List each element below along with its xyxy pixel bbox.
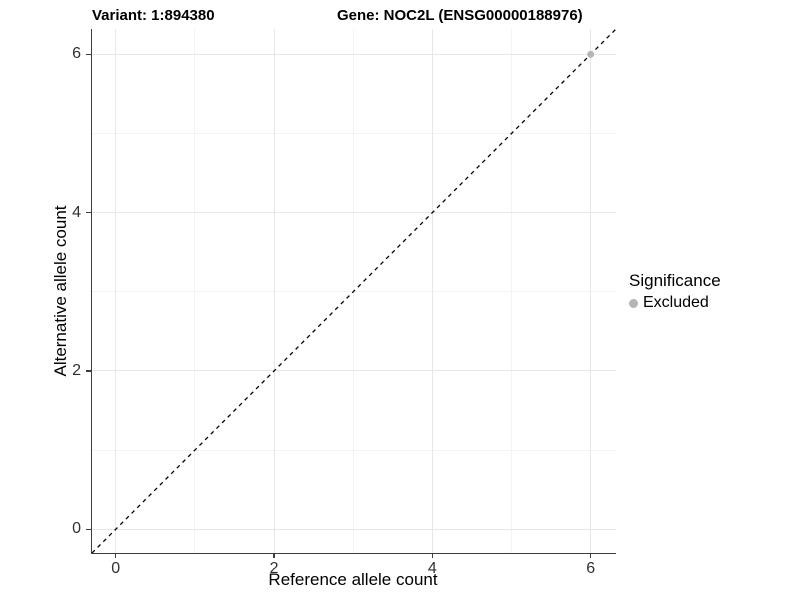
major-gridline-y	[92, 53, 616, 55]
legend-title: Significance	[629, 271, 721, 290]
x-axis-tick	[114, 553, 117, 558]
x-axis-tick-label: 4	[427, 560, 437, 577]
legend-item-label: Excluded	[643, 294, 709, 311]
y-axis-tick-label: 6	[72, 45, 81, 63]
y-axis-tick	[85, 528, 91, 530]
x-axis-tick-label: 2	[269, 560, 279, 577]
minor-gridline-y	[92, 132, 616, 134]
major-gridline-x	[431, 29, 433, 553]
excluded-point-marker-icon	[629, 298, 638, 308]
y-axis-tick	[85, 53, 91, 56]
major-gridline-y	[92, 528, 616, 530]
y-axis-tick-label: 4	[72, 203, 81, 221]
x-axis-tick-label: 6	[586, 560, 596, 577]
gene-title: Gene: NOC2L (ENSG00000188976)	[337, 7, 583, 24]
y-axis-tick-label: 2	[72, 361, 81, 379]
x-axis-title: Reference allele count	[268, 570, 438, 589]
y-axis-tick-label: 0	[72, 520, 81, 538]
y-axis-tick	[85, 370, 91, 372]
major-gridline-y	[92, 370, 616, 372]
y-axis-tick	[85, 211, 91, 214]
data-point-excluded	[587, 50, 595, 58]
minor-gridline-y	[92, 449, 616, 451]
major-gridline-x	[273, 29, 275, 553]
x-axis-tick-label: 0	[111, 560, 121, 577]
variant-title: Variant: 1:894380	[92, 7, 215, 24]
legend-item-excluded: Excluded	[629, 294, 721, 312]
plot-canvas	[92, 29, 616, 553]
minor-gridline-x	[194, 29, 196, 553]
major-gridline-x	[115, 29, 117, 553]
x-axis-tick	[273, 553, 275, 558]
minor-gridline-x	[511, 29, 513, 553]
plot-panel: 0 2 4 6 0 2 4 6	[72, 29, 616, 577]
major-gridline-y	[92, 212, 616, 214]
x-axis-tick	[431, 553, 434, 558]
identity-reference-line	[92, 29, 616, 553]
major-gridline-x	[590, 29, 592, 553]
x-axis-tick	[589, 553, 592, 558]
legend: Significance Excluded	[629, 271, 721, 312]
y-axis-title: Alternative allele count	[51, 205, 70, 377]
